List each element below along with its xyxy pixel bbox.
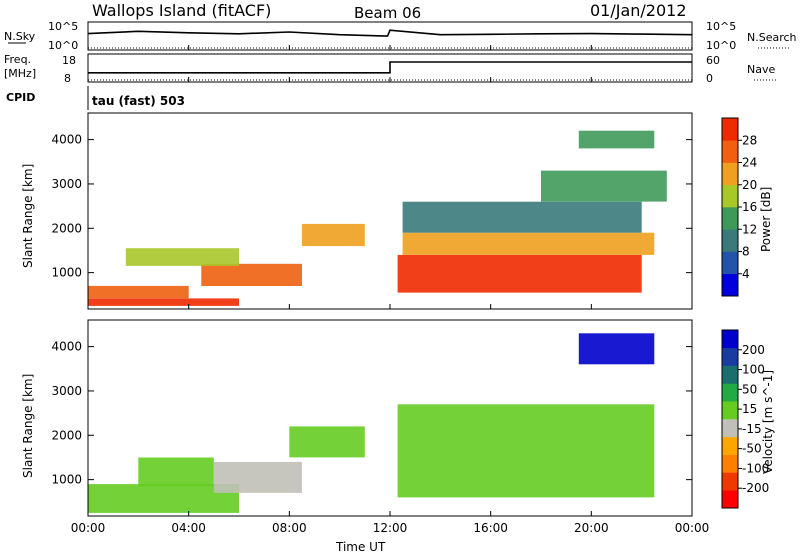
- nave-tick-top: 60: [706, 54, 720, 67]
- velocity-colorbar-swatch-1: [722, 472, 738, 491]
- power-colorbar-tick-label-3: 16: [742, 200, 757, 214]
- velocity-colorbar-swatch-9: [722, 330, 738, 349]
- velocity-region-5: [578, 333, 655, 365]
- power-colorbar-swatch-4: [722, 184, 738, 208]
- velocity-colorbar-tick-label-4: -15: [742, 422, 762, 436]
- noise-right-tick-top: 10^5: [706, 20, 736, 33]
- cpid-text: tau (fast) 503: [92, 94, 185, 108]
- velocity-colorbar: 200 100 50 15 -15 -50 -100 -200 Velocity [m s^-…: [721, 329, 775, 509]
- nave-label: Nave: [747, 63, 775, 76]
- time-tick-label-5: 20:00: [574, 521, 609, 535]
- velocity-ytick-label-3: 4000: [51, 340, 82, 354]
- beam-label: Beam 06: [354, 4, 421, 22]
- velocity-colorbar-swatch-7: [722, 365, 738, 384]
- power-colorbar-swatch-5: [722, 162, 738, 186]
- power-ytick-label-2: 3000: [51, 177, 82, 191]
- power-region-3: [125, 248, 240, 266]
- noise-left-label: N.Sky: [4, 30, 36, 43]
- noise-panel: N.Sky 10^5 10^0 10^5 10^0 N.Search: [4, 20, 797, 52]
- velocity-colorbar-tick-label-3: 15: [742, 402, 757, 416]
- velocity-colorbar-tick-label-2: 50: [742, 382, 757, 396]
- velocity-colorbar-tick-label-5: -50: [742, 442, 762, 456]
- velocity-colorbar-swatch-0: [722, 490, 738, 509]
- velocity-colorbar-swatch-8: [722, 347, 738, 366]
- site-title: Wallops Island (fitACF): [92, 1, 271, 20]
- power-colorbar-swatch-0: [722, 273, 738, 297]
- power-ytick-label-0: 1000: [51, 266, 82, 280]
- time-tick-label-3: 12:00: [373, 521, 408, 535]
- velocity-colorbar-tick-label-0: 200: [742, 343, 765, 357]
- time-tick-label-1: 04:00: [171, 521, 206, 535]
- cpid-label: CPID: [6, 91, 35, 104]
- velocity-colorbar-swatch-2: [722, 454, 738, 473]
- power-colorbar-swatch-2: [722, 229, 738, 252]
- power-panel: 1000 2000 3000 4000 Slant Range [km]: [21, 112, 693, 310]
- velocity-colorbar-tick-label-6: -100: [742, 461, 769, 475]
- noise-left-tick-bottom: 10^0: [48, 39, 78, 52]
- velocity-colorbar-swatch-6: [722, 383, 738, 402]
- power-region-8: [541, 170, 667, 202]
- freq-line: [88, 61, 692, 74]
- noise-right-tick-bottom: 10^0: [706, 39, 736, 52]
- freq-label-line2: [MHz]: [4, 67, 36, 80]
- time-tick-label-6: 00:00: [675, 521, 710, 535]
- freq-panel: Freq. [MHz] 18 8 60 0 Nave: [4, 53, 778, 85]
- velocity-ytick-label-2: 3000: [51, 384, 82, 398]
- time-tick-label-0: 00:00: [71, 521, 106, 535]
- velocity-colorbar-swatch-4: [722, 419, 738, 438]
- time-tick-label-4: 16:00: [473, 521, 508, 535]
- velocity-region-3: [289, 426, 365, 458]
- power-colorbar-tick-label-6: 4: [742, 267, 750, 281]
- power-region-9: [578, 130, 655, 149]
- velocity-colorbar-tick-label-1: 100: [742, 363, 765, 377]
- date-label: 01/Jan/2012: [590, 1, 687, 20]
- power-region-6: [402, 232, 655, 255]
- power-ytick-label-3: 4000: [51, 133, 82, 147]
- power-colorbar-label: Power [dB]: [759, 187, 773, 252]
- velocity-colorbar-label: Velocity [m s^-1]: [761, 370, 775, 474]
- power-colorbar-swatch-3: [722, 207, 738, 230]
- time-tick-label-2: 08:00: [272, 521, 307, 535]
- power-region-0: [88, 298, 239, 306]
- power-region-7: [402, 201, 642, 233]
- power-colorbar-tick-label-1: 24: [742, 156, 757, 170]
- freq-tick-bottom: 8: [64, 72, 71, 85]
- power-region-2: [201, 263, 302, 286]
- power-colorbar-tick-label-5: 8: [742, 245, 750, 259]
- velocity-panel: 1000 2000 3000 4000 Slant Range [km]: [21, 319, 693, 517]
- power-colorbar-tick-label-0: 28: [742, 133, 757, 147]
- velocity-region-1: [138, 457, 214, 487]
- noise-left-tick-top: 10^5: [48, 20, 78, 33]
- power-colorbar: 28 24 20 16 12 8 4 Power [dB]: [721, 117, 773, 297]
- velocity-colorbar-tick-label-7: -200: [742, 481, 769, 495]
- velocity-colorbar-swatch-5: [722, 401, 738, 420]
- power-colorbar-tick-label-4: 12: [742, 222, 757, 236]
- power-ytick-label-1: 2000: [51, 221, 82, 235]
- power-colorbar-tick-label-2: 20: [742, 178, 757, 192]
- noise-sky-line: [87, 29, 693, 37]
- freq-label-line1: Freq.: [4, 53, 31, 66]
- velocity-ytick-label-0: 1000: [51, 473, 82, 487]
- velocity-ylabel: Slant Range [km]: [21, 374, 35, 478]
- power-ylabel: Slant Range [km]: [21, 164, 35, 268]
- power-region-5: [397, 254, 642, 293]
- velocity-region-2: [213, 461, 302, 493]
- noise-right-label: N.Search: [747, 31, 797, 44]
- freq-tick-top: 18: [62, 54, 76, 67]
- x-axis-label: Time UT: [335, 540, 386, 554]
- power-colorbar-swatch-7: [722, 118, 738, 141]
- power-colorbar-swatch-6: [722, 140, 738, 163]
- power-region-1: [88, 285, 189, 299]
- velocity-colorbar-swatch-3: [722, 436, 738, 455]
- power-region-4: [301, 223, 365, 247]
- velocity-region-4: [397, 404, 655, 498]
- velocity-ytick-label-1: 2000: [51, 428, 82, 442]
- nave-tick-bottom: 0: [706, 72, 713, 85]
- cpid-panel: CPID tau (fast) 503: [6, 86, 185, 110]
- power-colorbar-swatch-1: [722, 251, 738, 275]
